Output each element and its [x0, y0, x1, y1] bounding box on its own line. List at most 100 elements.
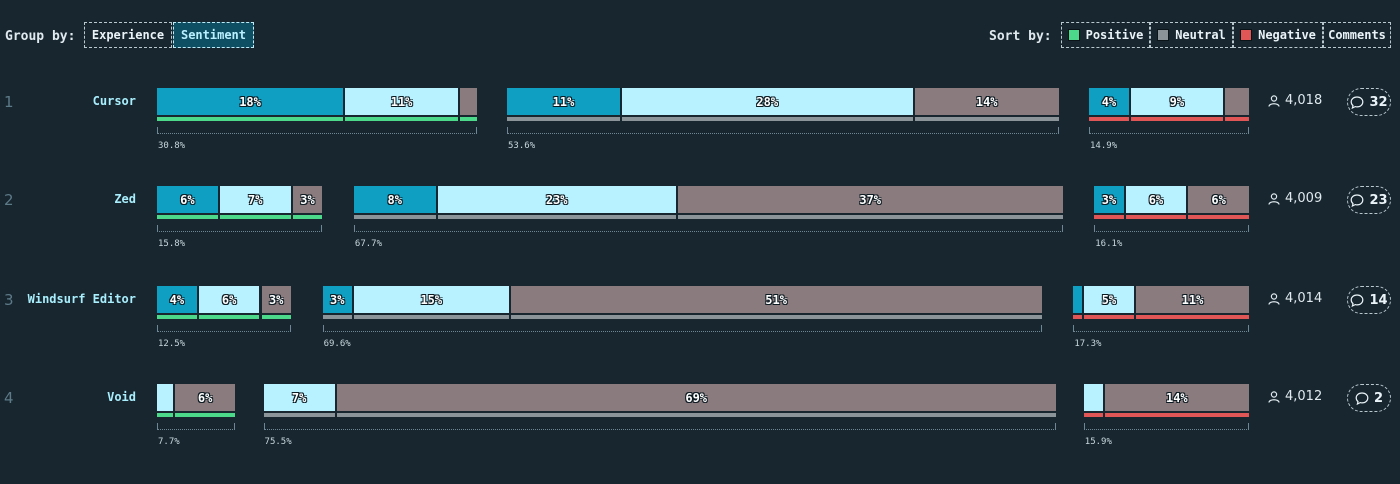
- respondent-count-value: 4,014: [1285, 291, 1323, 306]
- comments-button[interactable]: 23: [1347, 186, 1391, 214]
- group-bracket: [322, 325, 1042, 332]
- group-total: 14.9%: [1090, 141, 1118, 151]
- tool-name: Windsurf Editor: [27, 292, 136, 306]
- sentiment-underline: [1083, 413, 1103, 417]
- group-total: 67.7%: [354, 239, 383, 249]
- bar-segment: 11%: [345, 88, 459, 115]
- sort-positive-button[interactable]: Positive: [1061, 22, 1150, 48]
- group-sentiment-label: Sentiment: [180, 28, 247, 42]
- sort-comments-label: Comments: [1328, 28, 1386, 42]
- sentiment-underline: [437, 215, 676, 219]
- user-icon: [1268, 94, 1280, 107]
- comment-count: 23: [1369, 192, 1388, 208]
- respondent-count-value: 4,012: [1285, 389, 1323, 404]
- bar-segment: 4%: [1089, 88, 1129, 115]
- group-total: 53.6%: [508, 141, 536, 151]
- sentiment-underline: [677, 215, 1063, 219]
- sentiment-underline: [263, 413, 335, 417]
- user-icon: [1268, 292, 1280, 305]
- comment-icon: [1351, 193, 1364, 207]
- respondent-count: 4,014: [1268, 291, 1322, 306]
- group-bracket: [1089, 127, 1249, 134]
- sort-neutral-button[interactable]: Neutral: [1150, 22, 1233, 48]
- bar-segment: 7%: [219, 186, 291, 213]
- sentiment-underline: [1104, 413, 1249, 417]
- respondent-count-value: 4,009: [1285, 191, 1323, 206]
- sort-comments-button[interactable]: Comments: [1323, 22, 1391, 48]
- sentiment-underline: [336, 413, 1056, 417]
- sort-neutral-label: Neutral: [1175, 28, 1226, 42]
- sentiment-underline: [353, 315, 509, 319]
- sentiment-underline: [1094, 215, 1124, 219]
- bar-segment: 6%: [198, 286, 260, 313]
- comment-count: 32: [1369, 94, 1388, 110]
- bar-segment: [1073, 286, 1082, 313]
- bar-segment: [460, 88, 477, 115]
- user-icon: [1268, 390, 1280, 403]
- sentiment-underline: [510, 315, 1042, 319]
- group-bracket: [353, 225, 1063, 232]
- sentiment-underline: [157, 413, 173, 417]
- sentiment-underline: [914, 117, 1059, 121]
- bar-segment: 3%: [1094, 186, 1124, 213]
- sentiment-underline: [157, 215, 218, 219]
- bar-segment: [157, 384, 173, 411]
- bar-segment: 18%: [157, 88, 344, 115]
- sentiment-underline: [507, 117, 620, 121]
- sentiment-underline: [157, 117, 344, 121]
- sort-positive-label: Positive: [1085, 28, 1144, 42]
- group-bracket: [157, 225, 323, 232]
- row-rank: 4: [4, 389, 14, 407]
- comments-button[interactable]: 2: [1347, 384, 1391, 412]
- group-experience-button[interactable]: Experience: [84, 22, 172, 48]
- group-sentiment-button[interactable]: Sentiment: [173, 22, 254, 48]
- comment-icon: [1355, 391, 1369, 405]
- bar-segment: [1083, 384, 1103, 411]
- bar-segment: 4%: [157, 286, 197, 313]
- sort-by-label: Sort by:: [989, 29, 1052, 44]
- bar-segment: 28%: [621, 88, 913, 115]
- sort-negative-label: Negative: [1258, 28, 1316, 42]
- row-rank: 2: [4, 191, 14, 209]
- comments-button[interactable]: 32: [1347, 88, 1391, 116]
- row-rank: 1: [4, 93, 14, 111]
- sentiment-underline: [1224, 117, 1249, 121]
- bar-segment: 11%: [1136, 286, 1249, 313]
- bar-segment: 9%: [1130, 88, 1223, 115]
- group-total: 15.9%: [1084, 437, 1112, 447]
- tool-name: Zed: [114, 192, 136, 206]
- sentiment-underline: [1136, 315, 1249, 319]
- group-bracket: [1073, 325, 1249, 332]
- chart-row: 1 Cursor 18% 11% 30.8% 11% 28% 14% 53.6% 4% 9% 14.9…: [0, 88, 1400, 188]
- group-bracket: [1083, 423, 1249, 430]
- bar-segment: 3%: [261, 286, 291, 313]
- sentiment-underline: [1188, 215, 1249, 219]
- sort-negative-button[interactable]: Negative: [1233, 22, 1323, 48]
- group-total: 12.5%: [158, 339, 186, 349]
- bar-segment: 7%: [263, 384, 335, 411]
- bar-segment: [1224, 88, 1249, 115]
- bar-segment: 6%: [1188, 186, 1249, 213]
- comment-count: 2: [1373, 390, 1384, 406]
- sentiment-underline: [1130, 117, 1223, 121]
- group-bracket: [157, 127, 477, 134]
- comments-button[interactable]: 14: [1347, 286, 1391, 314]
- negative-swatch-icon: [1240, 29, 1253, 41]
- sentiment-underline: [1089, 117, 1129, 121]
- tool-name: Void: [107, 390, 136, 404]
- bar-segment: 14%: [1104, 384, 1249, 411]
- bar-segment: 8%: [353, 186, 436, 213]
- sentiment-underline: [261, 315, 291, 319]
- group-bracket: [1094, 225, 1249, 232]
- bar-segment: 6%: [157, 186, 218, 213]
- group-total: 17.3%: [1074, 339, 1102, 349]
- bar-segment: 6%: [174, 384, 236, 411]
- sentiment-underline: [1125, 215, 1187, 219]
- group-experience-label: Experience: [91, 28, 165, 42]
- positive-swatch-icon: [1067, 29, 1080, 41]
- group-total: 7.7%: [158, 437, 180, 447]
- bar-segment: 23%: [437, 186, 676, 213]
- group-total: 30.8%: [158, 141, 186, 151]
- sentiment-underline: [198, 315, 260, 319]
- bar-segment: 6%: [1125, 186, 1187, 213]
